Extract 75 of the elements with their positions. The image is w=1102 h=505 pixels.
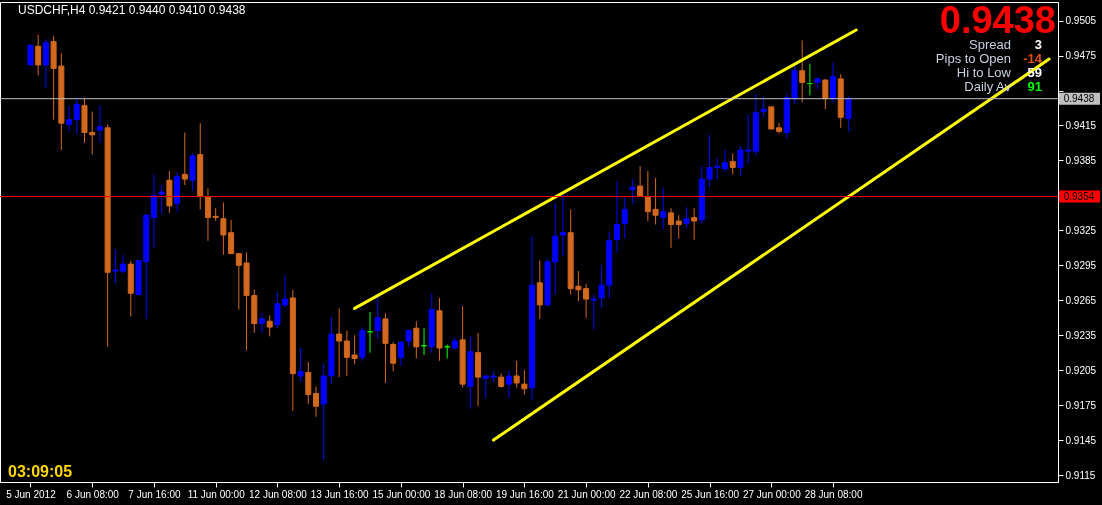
x-tick-label: 25 Jun 16:00 bbox=[681, 488, 740, 500]
y-tick-label: 0.9235 bbox=[1065, 329, 1097, 341]
candlestick bbox=[691, 207, 698, 241]
chart-title: USDCHF,H4 0.9421 0.9440 0.9410 0.9438 bbox=[18, 3, 246, 17]
annotation: 03:09:05 bbox=[8, 463, 73, 480]
y-tick-label: 0.9475 bbox=[1065, 50, 1097, 62]
candlestick bbox=[675, 214, 682, 239]
candlestick bbox=[35, 34, 42, 76]
x-tick-label: 27 Jun 00:00 bbox=[742, 488, 802, 500]
x-tick-label: 19 Jun 16:00 bbox=[495, 488, 555, 500]
y-tick-label: 0.9205 bbox=[1065, 364, 1097, 376]
candlestick bbox=[258, 312, 265, 334]
candlestick bbox=[799, 39, 806, 103]
candlestick bbox=[629, 178, 636, 205]
y-tick-label: 0.9115 bbox=[1065, 469, 1096, 481]
annotation: Pips to Open bbox=[935, 51, 1011, 66]
candlestick bbox=[668, 207, 674, 249]
candlestick bbox=[729, 152, 736, 175]
candlestick bbox=[305, 361, 312, 405]
x-tick-label: 12 Jun 08:00 bbox=[249, 488, 308, 500]
candlestick bbox=[374, 296, 381, 340]
y-tick-label: 0.9295 bbox=[1065, 259, 1097, 271]
x-tick-label: 5 Jun 2012 bbox=[6, 488, 57, 500]
candlestick bbox=[830, 62, 837, 103]
candlestick bbox=[822, 78, 829, 110]
candlestick bbox=[390, 341, 397, 372]
candlestick bbox=[760, 95, 767, 118]
x-tick-label: 18 Jun 08:00 bbox=[434, 488, 493, 500]
x-tick-label: 15 Jun 00:00 bbox=[372, 488, 431, 500]
candlestick bbox=[42, 38, 49, 89]
y-tick-label: 0.9325 bbox=[1065, 224, 1097, 236]
annotation: Hi to Low bbox=[956, 65, 1012, 80]
candlestick bbox=[621, 197, 628, 239]
candlestick bbox=[181, 131, 188, 186]
y-tick-label: 0.9415 bbox=[1065, 120, 1097, 131]
candlestick bbox=[559, 193, 566, 257]
annotation: 91 bbox=[1027, 79, 1042, 94]
candlestick bbox=[768, 106, 775, 130]
y-tick-label: 0.9145 bbox=[1065, 434, 1097, 446]
candlestick bbox=[683, 206, 690, 229]
x-tick-label: 22 Jun 08:00 bbox=[619, 488, 678, 500]
candlestick bbox=[336, 307, 343, 378]
ref-line-label: 0.9354 bbox=[1063, 190, 1095, 202]
y-tick-label: 0.9385 bbox=[1065, 154, 1097, 166]
candlestick bbox=[637, 165, 644, 198]
candlestick bbox=[505, 369, 512, 399]
x-tick-label: 13 Jun 16:00 bbox=[310, 488, 370, 500]
candlestick bbox=[297, 347, 304, 383]
candlestick bbox=[150, 173, 157, 249]
annotation: -14 bbox=[1023, 51, 1043, 66]
candlestick bbox=[73, 98, 80, 135]
x-tick-label: 7 Jun 16:00 bbox=[128, 488, 182, 500]
candlestick bbox=[413, 320, 420, 359]
candlestick bbox=[536, 260, 543, 320]
x-tick-label: 11 Jun 00:00 bbox=[187, 488, 246, 500]
candlestick bbox=[27, 44, 34, 66]
x-tick-label: 21 Jun 00:00 bbox=[557, 488, 616, 500]
x-tick-label: 28 Jun 08:00 bbox=[804, 488, 863, 500]
x-tick-label: 6 Jun 08:00 bbox=[66, 488, 120, 500]
candlestick bbox=[660, 186, 667, 230]
candlestick bbox=[66, 105, 73, 132]
y-tick-label: 0.9265 bbox=[1065, 294, 1097, 306]
candlestick bbox=[776, 122, 783, 135]
y-tick-label: 0.9505 bbox=[1065, 15, 1097, 27]
y-tick-label: 0.9175 bbox=[1065, 399, 1097, 411]
ref-line-label: 0.9438 bbox=[1063, 92, 1095, 104]
candlestick bbox=[397, 340, 404, 366]
candlestick bbox=[204, 187, 211, 242]
candlestick bbox=[845, 95, 852, 132]
candlestick bbox=[722, 149, 729, 173]
candlestick bbox=[96, 105, 103, 144]
candlestick bbox=[613, 180, 620, 253]
candlestick bbox=[266, 314, 273, 337]
candlestick bbox=[158, 184, 165, 215]
candlestick bbox=[313, 385, 319, 418]
